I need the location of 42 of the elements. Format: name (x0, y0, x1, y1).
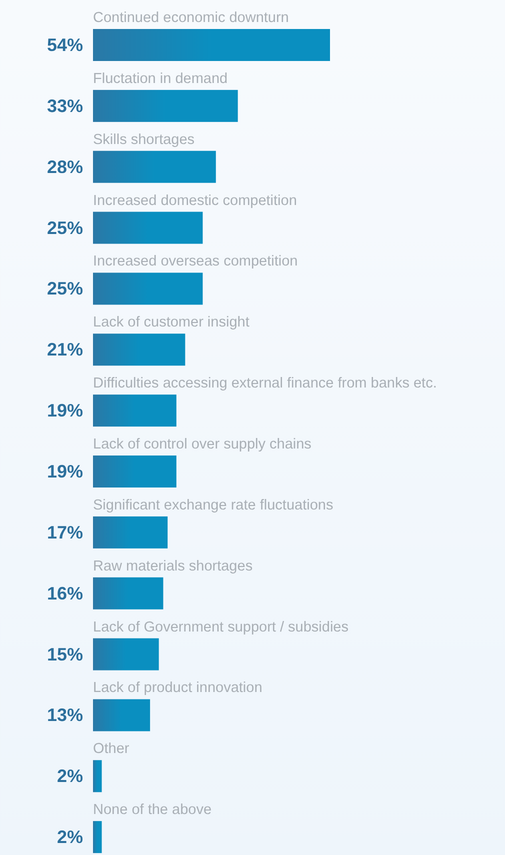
bar (93, 821, 102, 854)
y-tick-label: Continued economic downturn (93, 10, 289, 26)
data-label: 25% (46, 218, 83, 238)
y-tick-label: Raw materials shortages (93, 558, 253, 574)
data-label: 2% (56, 766, 83, 786)
data-label: 21% (46, 340, 83, 360)
data-label: 19% (46, 400, 83, 421)
data-label: 19% (46, 462, 83, 482)
data-label: 54% (46, 35, 83, 55)
bar (93, 577, 164, 610)
y-tick-label: Significant exchange rate fluctuations (93, 497, 334, 514)
bar (93, 272, 203, 305)
bar (93, 334, 186, 366)
bar (93, 456, 176, 488)
data-label: 33% (46, 96, 83, 116)
y-tick-label: Skills shortages (93, 132, 195, 148)
y-tick-label: Lack of product innovation (93, 680, 262, 696)
y-tick-label: Lack of customer insight (93, 314, 250, 331)
bar (93, 516, 168, 548)
data-label: 17% (46, 522, 83, 542)
y-tick-label: None of the above (93, 802, 212, 818)
data-label: 2% (56, 827, 83, 848)
bar (93, 394, 176, 427)
y-tick-label: Fluctation in demand (93, 70, 228, 87)
bar (93, 29, 330, 61)
data-label: 25% (46, 278, 83, 299)
y-tick-label: Increased domestic competition (93, 192, 297, 209)
y-tick-label: Increased overseas competition (93, 254, 298, 270)
bar (93, 150, 216, 183)
y-tick-label: Other (93, 741, 130, 758)
data-label: 16% (46, 583, 83, 604)
y-tick-label: Lack of Government support / subsidies (93, 619, 348, 636)
data-label: 13% (46, 705, 83, 726)
bar (93, 90, 238, 122)
bar (93, 638, 159, 670)
bar (93, 212, 203, 244)
bar (93, 760, 102, 792)
data-label: 28% (46, 156, 83, 177)
y-tick-label: Difficulties accessing external finance from banks etc. (93, 376, 437, 392)
bar (93, 699, 150, 732)
data-label: 15% (46, 644, 83, 664)
y-tick-label: Lack of control over supply chains (93, 436, 312, 452)
